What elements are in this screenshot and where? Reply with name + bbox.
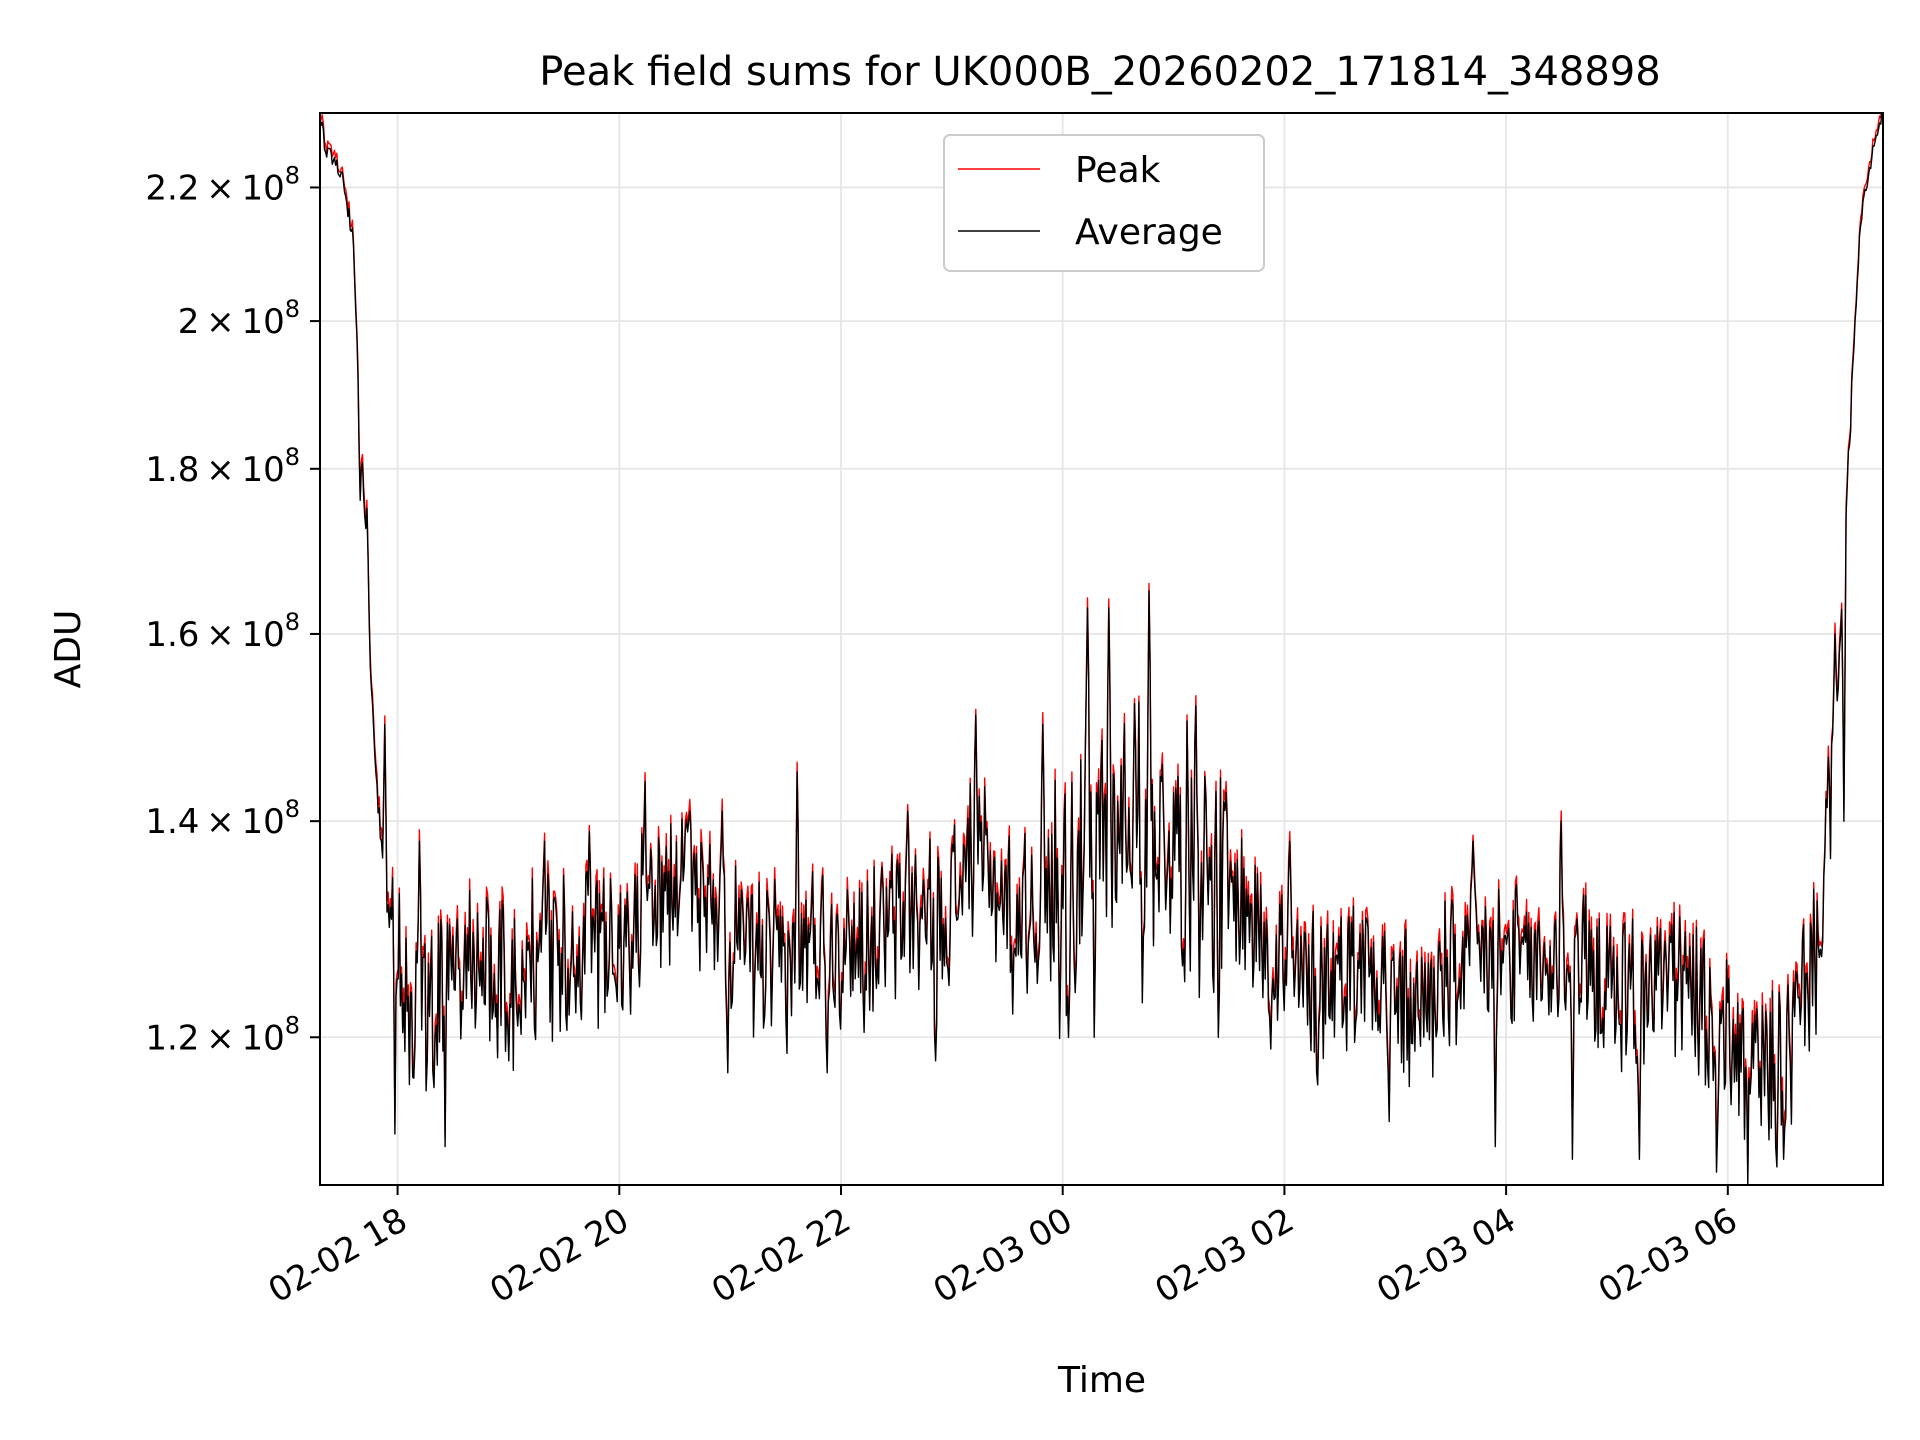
x-axis-label: Time — [1057, 1360, 1146, 1401]
y-axis: 1.2 × 108 1.4 × 108 1.6 × 108 1.8 × 108 2 × … — [145, 161, 320, 1058]
average-series-line — [321, 114, 1882, 1184]
legend-average-label: Average — [1075, 212, 1223, 253]
y-tick-label: 1.8 × 108 — [145, 443, 300, 490]
y-tick-label: 2 × 108 — [178, 295, 300, 342]
y-tick-label: 1.6 × 108 — [145, 608, 300, 655]
chart-title: Peak field sums for UK000B_20260202_1718… — [539, 49, 1660, 95]
legend: Peak Average — [943, 134, 1265, 272]
y-axis-label: ADU — [48, 610, 89, 689]
y-tick-label: 2.2 × 108 — [145, 161, 300, 208]
y-tick-label: 1.4 × 108 — [145, 795, 300, 842]
plot-frame — [319, 112, 1884, 1186]
y-tick-label: 1.2 × 108 — [145, 1011, 300, 1058]
legend-peak-label: Peak — [1075, 150, 1161, 191]
